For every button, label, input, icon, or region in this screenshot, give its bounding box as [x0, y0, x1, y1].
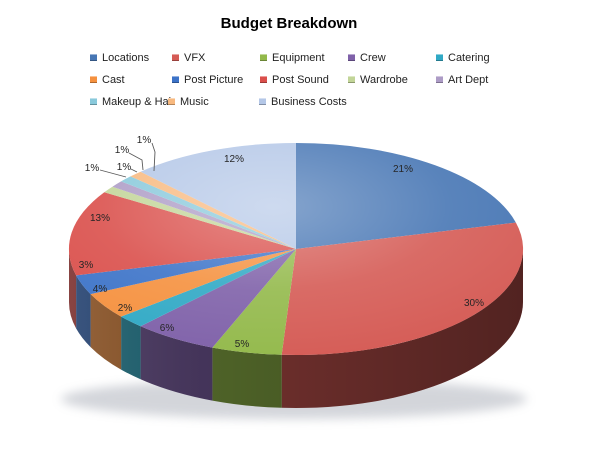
leader-line-wardrobe [99, 169, 127, 178]
leader-line-art-dept [130, 168, 138, 173]
slice-label-makeup-hair: 1% [115, 145, 130, 156]
legend-item-catering[interactable]: Catering [436, 51, 490, 64]
legend-label: Music [180, 95, 209, 108]
legend-label: VFX [184, 51, 206, 64]
legend-item-cast[interactable]: Cast [90, 73, 125, 86]
slice-label-equipment: 5% [235, 339, 250, 350]
slice-label-post-picture: 3% [79, 260, 94, 271]
legend-label: Makeup & Hair [102, 95, 175, 108]
legend-item-vfx[interactable]: VFX [172, 51, 205, 64]
slice-label-music: 1% [137, 135, 152, 146]
slice-label-catering: 2% [118, 303, 133, 314]
slice-label-cast: 4% [93, 284, 108, 295]
legend-label: Locations [102, 51, 150, 64]
legend-swatch-catering [436, 54, 443, 61]
legend-label: Cast [102, 73, 125, 86]
legend-swatch-wardrobe [348, 76, 355, 83]
legend-item-post-picture[interactable]: Post Picture [172, 73, 243, 86]
legend-label: Post Sound [272, 73, 329, 86]
leader-line-makeup-hair [128, 152, 144, 171]
legend-label: Crew [360, 51, 386, 64]
slice-label-art-dept: 1% [117, 162, 132, 173]
slice-label-locations: 21% [393, 164, 413, 175]
legend-swatch-locations [90, 54, 97, 61]
chart-title: Budget Breakdown [220, 15, 358, 32]
legend-swatch-music [168, 98, 175, 105]
legend-item-music[interactable]: Music [168, 95, 209, 108]
slice-label-business-costs: 12% [224, 154, 244, 165]
legend-item-post-sound[interactable]: Post Sound [260, 73, 329, 86]
chart-legend: Locations VFX Equipment Crew Catering Cast Pos… [0, 0, 600, 120]
legend-label: Catering [448, 51, 490, 64]
legend-swatch-crew [348, 54, 355, 61]
legend-label: Wardrobe [360, 73, 408, 86]
legend-item-crew[interactable]: Crew [348, 51, 386, 64]
legend-item-art-dept[interactable]: Art Dept [436, 73, 488, 86]
legend-label: Business Costs [271, 95, 347, 108]
legend-swatch-art-dept [436, 76, 443, 83]
slice-label-post-sound: 13% [90, 213, 110, 224]
legend-item-wardrobe[interactable]: Wardrobe [348, 73, 408, 86]
slice-label-vfx: 30% [464, 298, 484, 309]
legend-swatch-makeup-hair [90, 98, 97, 105]
legend-item-makeup-hair[interactable]: Makeup & Hair [90, 95, 175, 108]
legend-item-equipment[interactable]: Equipment [260, 51, 325, 64]
pie-slice-side-catering[interactable] [121, 316, 141, 380]
legend-label: Post Picture [184, 73, 244, 86]
legend-item-locations[interactable]: Locations [90, 51, 149, 64]
legend-label: Art Dept [448, 73, 489, 86]
legend-swatch-post-picture [172, 76, 179, 83]
slice-label-wardrobe: 1% [85, 163, 100, 174]
legend-swatch-cast [90, 76, 97, 83]
legend-swatch-equipment [260, 54, 267, 61]
leader-line-music [151, 142, 156, 172]
pie-slice-side-equipment[interactable] [212, 347, 282, 408]
legend-label: Equipment [272, 51, 325, 64]
legend-swatch-business-costs [259, 98, 266, 105]
legend-swatch-post-sound [260, 76, 267, 83]
legend-item-business-costs[interactable]: Business Costs [259, 95, 347, 108]
legend-swatch-vfx [172, 54, 179, 61]
slice-label-crew: 6% [160, 323, 175, 334]
